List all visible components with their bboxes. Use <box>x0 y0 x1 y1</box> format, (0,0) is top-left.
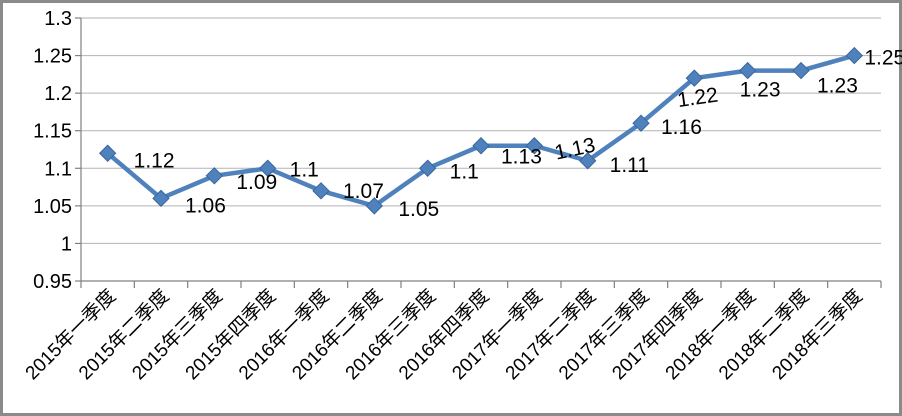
data-point-marker <box>205 167 224 185</box>
data-point-marker <box>525 137 544 155</box>
data-point-label: 1.13 <box>501 146 542 169</box>
data-point-marker <box>845 46 864 65</box>
y-tick-label: 0.95 <box>33 271 72 293</box>
data-point-marker <box>472 137 490 155</box>
data-point-label: 1.06 <box>185 194 226 217</box>
data-point-label: 1.09 <box>236 171 277 194</box>
data-point-marker <box>685 69 704 87</box>
data-point-marker <box>98 144 117 162</box>
data-point-marker <box>632 114 650 132</box>
data-point-label: 1.12 <box>134 149 175 172</box>
data-point-label: 1.16 <box>661 116 702 139</box>
data-point-label: 1.11 <box>610 154 649 177</box>
data-point-label: 1.23 <box>740 79 781 102</box>
data-point-label: 1.23 <box>817 75 858 98</box>
y-tick-label: 1.2 <box>44 83 72 105</box>
data-point-label: 1.05 <box>398 198 439 221</box>
data-point-label: 1.07 <box>343 180 384 203</box>
data-point-marker <box>418 159 437 177</box>
data-point-label: 1.1 <box>290 158 319 181</box>
data-point-marker <box>578 152 597 170</box>
data-point-marker <box>152 189 170 208</box>
y-tick-label: 1 <box>61 233 72 255</box>
data-point-label: 1.25 <box>864 47 902 70</box>
data-point-marker <box>258 159 277 177</box>
y-tick-label: 1.15 <box>33 121 72 143</box>
y-tick-label: 1.3 <box>44 8 72 30</box>
data-point-marker <box>738 61 757 80</box>
data-point-label: 1.1 <box>450 160 479 183</box>
y-tick-label: 1.25 <box>33 46 72 68</box>
data-point-marker <box>792 61 810 80</box>
data-point-marker <box>312 182 330 200</box>
y-tick-label: 1.05 <box>33 196 72 218</box>
y-tick-label: 1.1 <box>44 158 72 180</box>
data-point-label: 1.22 <box>676 84 720 112</box>
data-point-marker <box>365 197 384 215</box>
